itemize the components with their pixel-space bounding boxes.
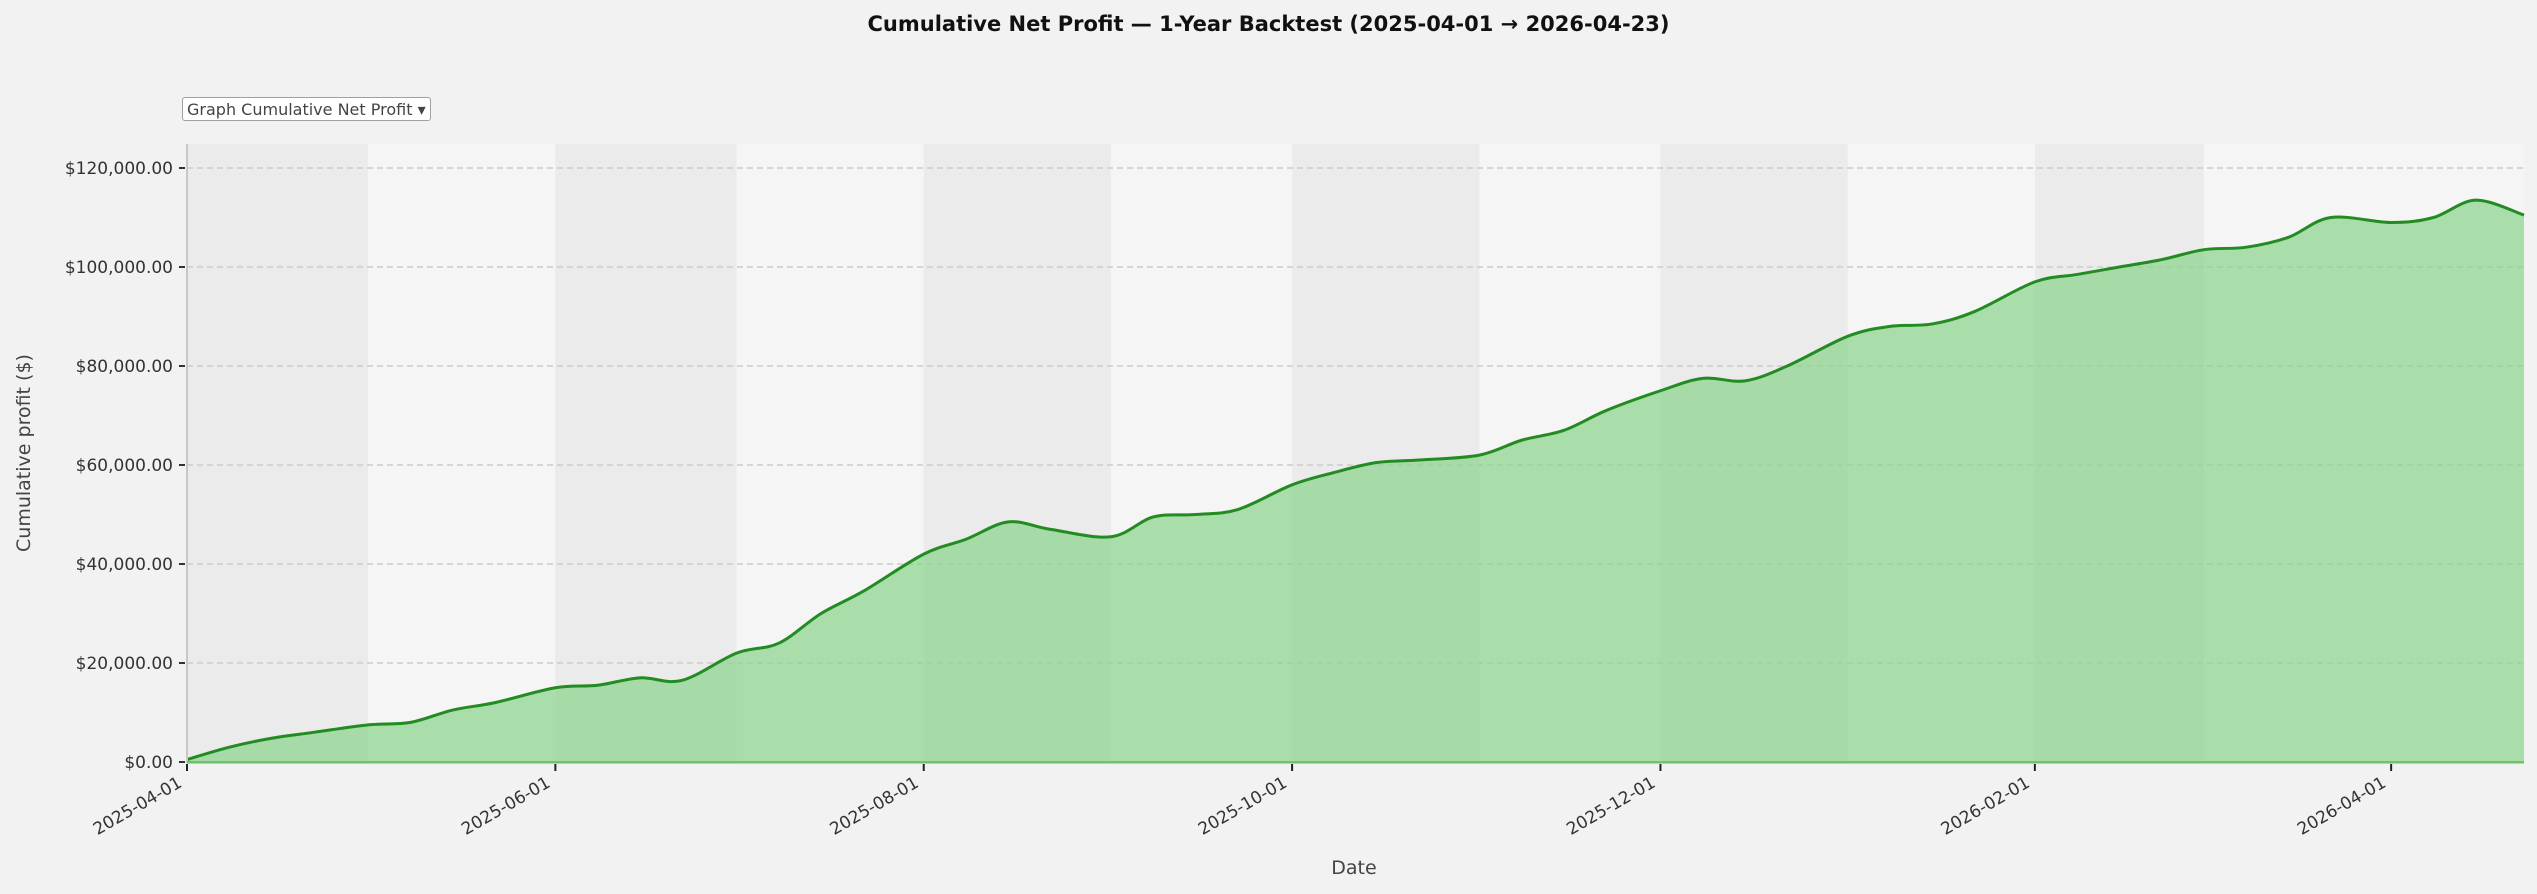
x-tick-label: 2025-08-01 <box>827 773 923 840</box>
chevron-down-icon: ▾ <box>417 100 426 119</box>
x-tick-label: 2026-02-01 <box>1938 773 2034 840</box>
y-tick-label: $60,000.00 <box>76 456 173 476</box>
y-axis-label: Cumulative profit ($) <box>13 354 35 552</box>
profit-line <box>186 198 2525 761</box>
x-tick-label: 2026-04-01 <box>2294 773 2390 840</box>
profit-area-fill <box>187 200 2524 763</box>
graph-select-label: Graph Cumulative Net Profit <box>187 100 413 119</box>
y-tick-label: $0.00 <box>124 753 173 773</box>
x-tick-label: 2025-06-01 <box>458 773 554 840</box>
x-tick-label: 2025-10-01 <box>1195 773 1291 840</box>
month-band <box>187 144 369 763</box>
y-tick-label: $120,000.00 <box>65 159 173 179</box>
x-tick-label: 2025-04-01 <box>90 773 186 840</box>
month-band <box>555 144 737 763</box>
y-tick-label: $20,000.00 <box>76 654 173 674</box>
chart-title: Cumulative Net Profit — 1-Year Backtest … <box>867 12 1670 36</box>
graph-select-dropdown[interactable]: Graph Cumulative Net Profit ▾ <box>182 97 431 121</box>
x-axis-label: Date <box>1331 857 1376 879</box>
y-axis-ticks: $0.00 $20,000.00 $40,000.00 $60,000.00 $80,0… <box>65 159 185 773</box>
y-tick-label: $80,000.00 <box>76 357 173 377</box>
y-tick-label: $100,000.00 <box>65 258 173 278</box>
x-axis-ticks: 2025-04-01 2025-06-01 2025-08-01 2025-10-01… <box>90 764 2393 840</box>
y-tick-label: $40,000.00 <box>76 555 173 575</box>
x-tick-label: 2025-12-01 <box>1563 773 1659 840</box>
